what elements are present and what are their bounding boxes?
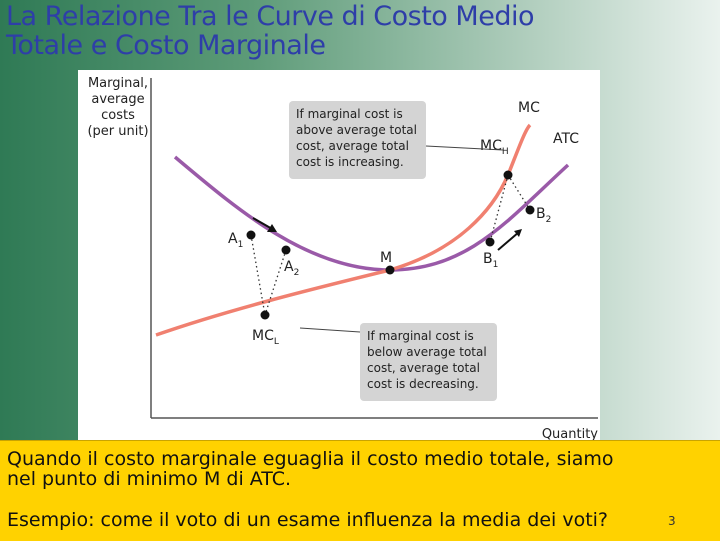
x-axis-label: Quantity [542, 427, 598, 442]
point-b1 [485, 237, 495, 247]
arrow-head-b [514, 229, 522, 237]
y-axis-label-line-3: costs [101, 108, 135, 123]
label-a1: A1 [228, 231, 243, 250]
slide-title-line-2: Totale e Costo Marginale [6, 30, 326, 61]
y-axis-label-line-1: Marginal, [88, 76, 148, 91]
note-above-line-3: cost, average total [296, 139, 409, 153]
note-above-line-4: cost is increasing. [296, 155, 404, 169]
note-below-line-4: cost is decreasing. [367, 377, 479, 391]
note-below-leader [299, 327, 361, 333]
note-box-above [289, 101, 426, 179]
point-b2 [525, 205, 535, 215]
point-m [385, 265, 395, 275]
label-mch: MCH [480, 138, 509, 157]
atc-curve-label: ATC [553, 131, 579, 147]
label-a2: A2 [284, 259, 299, 278]
label-m: M [380, 250, 392, 266]
note-below-line-1: If marginal cost is [367, 329, 474, 343]
point-a2 [281, 245, 291, 255]
note-above-line-1: If marginal cost is [296, 107, 403, 121]
y-axis-label-line-4: (per unit) [87, 124, 148, 139]
dotted-a2-to-mcl [264, 249, 287, 316]
label-mcl: MCL [252, 328, 279, 347]
arrow-b1-to-b2 [497, 231, 520, 251]
note-above-leader [425, 145, 504, 151]
arrow-head-a [267, 224, 277, 232]
caption-box: Quando il costo marginale eguaglia il co… [0, 440, 720, 541]
point-mch [503, 170, 513, 180]
point-a1 [246, 230, 256, 240]
caption-line-2: nel punto di minimo M di ATC. [7, 468, 292, 490]
note-below-line-3: cost, average total [367, 361, 480, 375]
diagram-panel: Marginal, average costs (per unit) Quant… [78, 70, 600, 444]
dotted-mch-to-b1 [489, 174, 509, 243]
label-b2: B2 [536, 206, 551, 225]
note-box-below [360, 323, 497, 401]
label-b1: B1 [483, 251, 498, 270]
y-axis-label-line-2: average [91, 92, 144, 107]
cost-curves-diagram: Marginal, average costs (per unit) Quant… [87, 76, 598, 442]
mc-curve [155, 123, 532, 337]
caption-line-3: Esempio: come il voto di un esame influe… [7, 509, 609, 531]
dotted-a1-to-mcl [250, 234, 266, 316]
slide-title-line-1: La Relazione Tra le Curve di Costo Medio [6, 1, 534, 32]
page-number: 3 [668, 514, 676, 528]
caption-line-1: Quando il costo marginale eguaglia il co… [7, 448, 614, 470]
note-below-line-2: below average total [367, 345, 487, 359]
slide-title: La Relazione Tra le Curve di Costo Medio… [6, 2, 706, 60]
mc-curve-label: MC [518, 100, 540, 116]
point-mcl [260, 310, 270, 320]
note-above-line-2: above average total [296, 123, 417, 137]
